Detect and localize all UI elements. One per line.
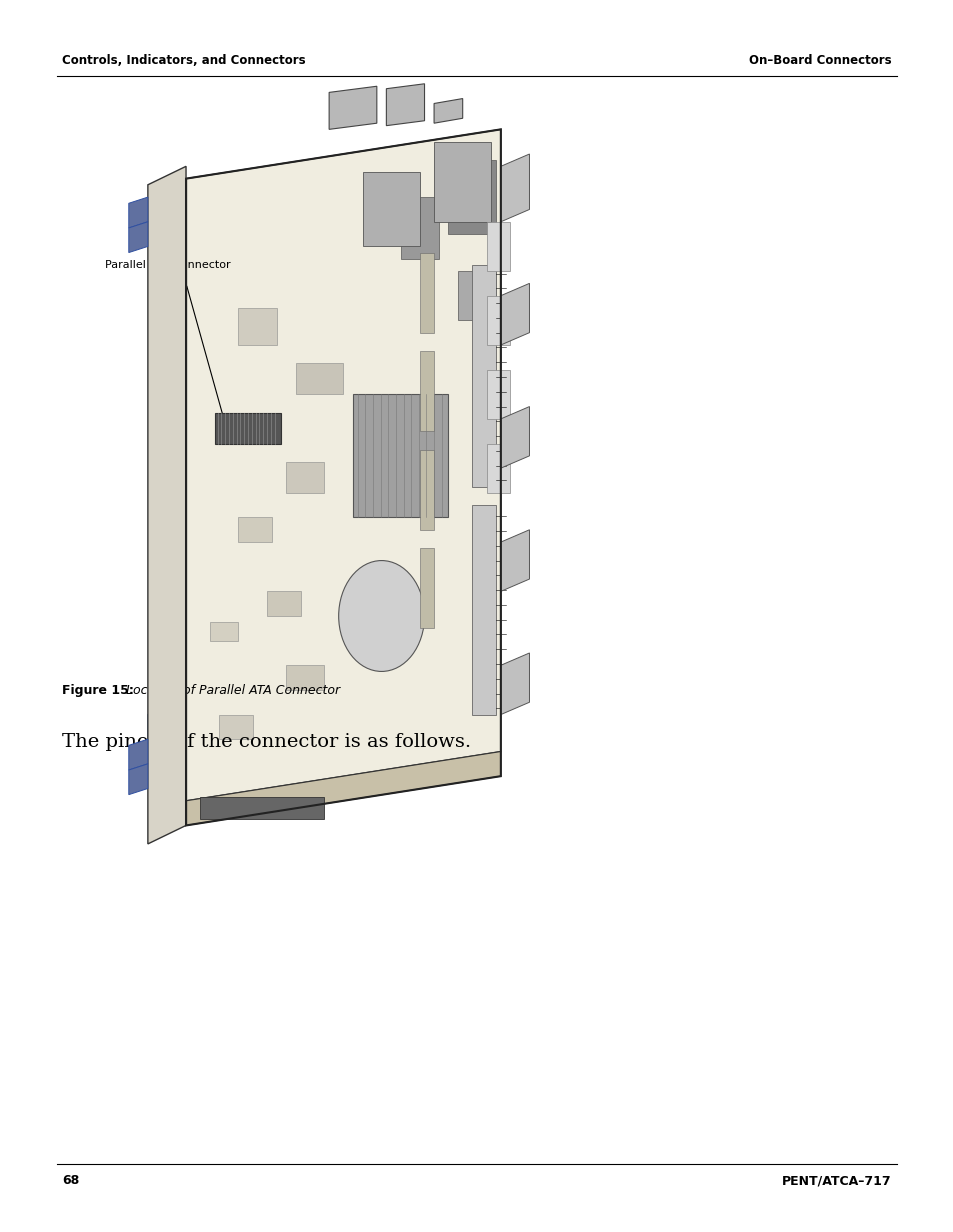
- Bar: [267, 591, 300, 616]
- Text: The pinout of the connector is as follows.: The pinout of the connector is as follow…: [62, 733, 471, 752]
- Polygon shape: [186, 129, 500, 801]
- Polygon shape: [186, 752, 500, 825]
- Polygon shape: [148, 678, 186, 739]
- Bar: [362, 172, 419, 246]
- Bar: [210, 622, 238, 641]
- Bar: [472, 505, 496, 715]
- Bar: [295, 363, 343, 394]
- Text: On–Board Connectors: On–Board Connectors: [748, 53, 891, 67]
- Polygon shape: [129, 764, 148, 795]
- Polygon shape: [148, 166, 186, 844]
- Bar: [486, 444, 510, 493]
- FancyBboxPatch shape: [457, 271, 496, 320]
- Bar: [419, 351, 434, 431]
- Text: Location of Parallel ATA Connector: Location of Parallel ATA Connector: [122, 684, 340, 697]
- Bar: [419, 253, 434, 333]
- FancyBboxPatch shape: [448, 160, 496, 234]
- Polygon shape: [500, 530, 529, 591]
- Bar: [353, 394, 448, 517]
- Text: 68: 68: [62, 1174, 79, 1188]
- Polygon shape: [500, 407, 529, 468]
- Bar: [200, 797, 324, 819]
- Bar: [419, 548, 434, 628]
- Text: Figure 15:: Figure 15:: [62, 684, 133, 697]
- Polygon shape: [434, 99, 462, 123]
- Bar: [486, 222, 510, 271]
- Bar: [286, 665, 324, 690]
- Bar: [419, 450, 434, 530]
- Bar: [238, 308, 276, 345]
- Polygon shape: [500, 283, 529, 345]
- Polygon shape: [129, 197, 148, 228]
- Polygon shape: [148, 191, 186, 246]
- Polygon shape: [129, 222, 148, 253]
- Polygon shape: [386, 84, 424, 126]
- Bar: [214, 413, 281, 444]
- Circle shape: [338, 561, 424, 671]
- Polygon shape: [129, 739, 148, 770]
- Bar: [434, 142, 491, 222]
- Polygon shape: [500, 653, 529, 715]
- Bar: [238, 413, 276, 444]
- Text: PENT/ATCA–717: PENT/ATCA–717: [781, 1174, 891, 1188]
- Polygon shape: [329, 86, 376, 129]
- Bar: [472, 265, 496, 487]
- Bar: [486, 296, 510, 345]
- FancyBboxPatch shape: [400, 197, 438, 259]
- Bar: [286, 462, 324, 493]
- Text: Parallel ATA Connector: Parallel ATA Connector: [105, 260, 231, 270]
- Bar: [486, 370, 510, 419]
- Bar: [238, 517, 272, 542]
- Bar: [219, 715, 253, 739]
- Polygon shape: [500, 154, 529, 222]
- Text: Controls, Indicators, and Connectors: Controls, Indicators, and Connectors: [62, 53, 305, 67]
